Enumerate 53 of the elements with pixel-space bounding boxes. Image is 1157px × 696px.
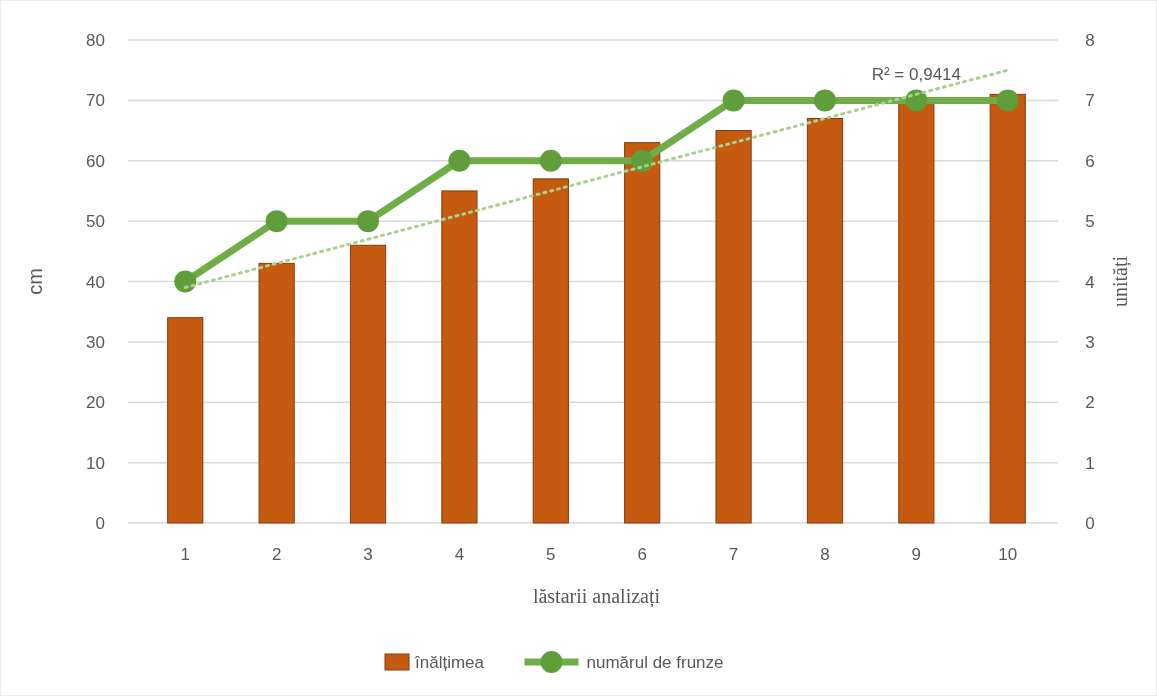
y2-tick-label: 1: [1085, 453, 1095, 473]
bar: [441, 190, 478, 524]
point: [174, 270, 197, 293]
x-tick-label: 9: [911, 545, 922, 564]
bar: [532, 178, 569, 524]
bar: [349, 244, 387, 524]
y-tick-label: 0: [95, 514, 105, 533]
bar: [167, 317, 204, 524]
y2-tick-label: 0: [1085, 514, 1095, 533]
x-tick-label: 8: [820, 545, 830, 564]
y-tick-label: 40: [86, 272, 105, 292]
y-tick-label: 10: [86, 453, 105, 473]
x-tick-label: 1: [180, 545, 190, 564]
bar: [989, 93, 1026, 524]
bar: [258, 262, 295, 524]
bar: [806, 117, 844, 524]
legend-label: numărul de frunze: [586, 653, 724, 672]
point: [996, 89, 1019, 112]
y-tick-label: 70: [86, 91, 105, 111]
x-tick-label: 10: [998, 545, 1018, 564]
x-tick-label: 6: [637, 545, 647, 564]
x-tick-label: 7: [728, 545, 739, 564]
legend-label: înălțimea: [414, 653, 485, 672]
y2-axis-title: unități: [1109, 255, 1132, 308]
y2-tick-label: 3: [1085, 332, 1095, 352]
bar: [624, 142, 661, 524]
point: [722, 89, 745, 112]
y-axis-title: cm: [24, 268, 46, 295]
x-tick-label: 2: [271, 545, 282, 564]
x-tick-label: 3: [363, 545, 373, 564]
y2-tick-label: 8: [1085, 31, 1095, 50]
y2-tick-label: 4: [1085, 272, 1095, 292]
point: [357, 210, 380, 233]
x-axis-title: lăstarii analizați: [532, 585, 661, 608]
x-tick-label: 4: [454, 545, 465, 564]
y2-tick-label: 2: [1085, 393, 1095, 413]
point: [905, 89, 928, 112]
point: [813, 89, 836, 112]
y2-tick-label: 7: [1085, 91, 1095, 111]
point: [539, 149, 562, 172]
point: [265, 210, 288, 233]
y-tick-label: 80: [86, 31, 105, 50]
y-tick-label: 60: [86, 151, 105, 171]
y2-tick-label: 5: [1085, 212, 1095, 232]
point: [631, 149, 654, 172]
bar: [715, 130, 752, 524]
point: [448, 149, 471, 172]
y-tick-label: 20: [86, 393, 105, 413]
annotation: R² = 0,9414: [871, 65, 962, 84]
y2-tick-label: 6: [1085, 151, 1095, 171]
x-tick-label: 5: [546, 545, 556, 564]
y-tick-label: 30: [86, 332, 105, 352]
y-tick-label: 50: [86, 212, 105, 232]
